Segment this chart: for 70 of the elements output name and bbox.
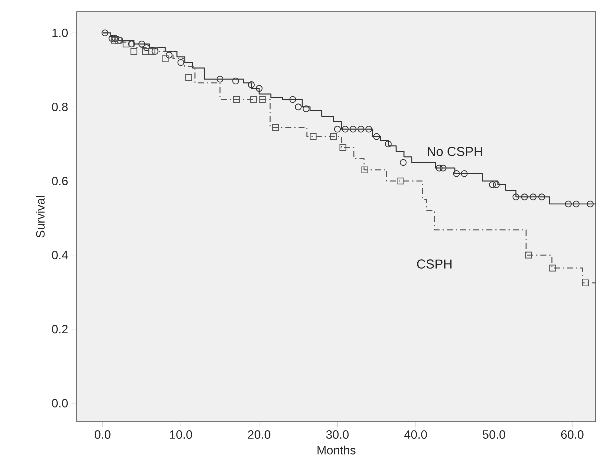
point: [310, 133, 317, 140]
point: [138, 40, 146, 48]
x-tick-label: 10.0: [170, 430, 192, 440]
point: [565, 200, 572, 208]
point: [373, 133, 380, 140]
y-tick-label: 0.2: [52, 325, 68, 334]
point: [550, 264, 556, 272]
point: [302, 106, 310, 112]
series-label: No CSPH: [428, 147, 482, 156]
x-tick-label: 60.0: [561, 430, 584, 440]
point: [489, 182, 496, 188]
text: CSPH: [417, 260, 452, 269]
point: [340, 144, 347, 152]
point: [233, 96, 240, 104]
y-tick-label: 1.0: [52, 28, 68, 38]
point: [366, 126, 372, 133]
point: [248, 82, 255, 88]
y-tick-label: 0.6: [52, 177, 68, 186]
point: [272, 124, 280, 131]
y-tick-label: 0.0: [52, 399, 68, 408]
point: [400, 159, 407, 166]
point: [295, 104, 302, 111]
point: [102, 30, 109, 37]
point: [530, 194, 537, 201]
point: [525, 252, 532, 259]
point: [342, 126, 349, 133]
point: [334, 126, 342, 133]
point: [250, 96, 258, 104]
point: [290, 96, 296, 104]
point: [259, 96, 266, 104]
y-axis-title: Survival: [36, 196, 45, 238]
point: [256, 85, 263, 92]
point: [152, 48, 159, 56]
x-tick-label: 20.0: [248, 430, 271, 440]
point: [436, 164, 443, 172]
x-axis-title: Months: [318, 446, 356, 455]
point: [130, 48, 138, 56]
point: [521, 194, 528, 201]
point: [398, 178, 404, 185]
point: [358, 126, 365, 133]
point: [108, 35, 116, 42]
x-tick-label: 0.0: [94, 430, 111, 440]
y-tick-label: 0.8: [52, 102, 68, 112]
point: [385, 140, 392, 148]
point: [166, 52, 173, 59]
x-tick-label: 40.0: [404, 430, 428, 440]
point: [148, 48, 156, 56]
point: [582, 280, 590, 287]
point: [573, 200, 580, 208]
point: [122, 40, 130, 48]
point: [330, 133, 338, 140]
point: [162, 56, 169, 62]
point: [186, 74, 192, 81]
x-tick-label: 30.0: [326, 430, 349, 440]
point: [453, 170, 460, 178]
point: [362, 166, 368, 174]
point: [216, 76, 224, 83]
point: [461, 170, 468, 178]
point: [440, 164, 447, 172]
point: [232, 78, 240, 85]
point: [143, 44, 150, 52]
point: [142, 48, 150, 56]
point: [350, 126, 357, 133]
x-tick-label: 50.0: [483, 430, 506, 440]
point: [538, 194, 546, 201]
y-tick-label: 0.4: [52, 251, 68, 260]
point: [178, 59, 185, 66]
point: [128, 40, 136, 48]
point: [493, 182, 500, 188]
point: [512, 194, 520, 201]
